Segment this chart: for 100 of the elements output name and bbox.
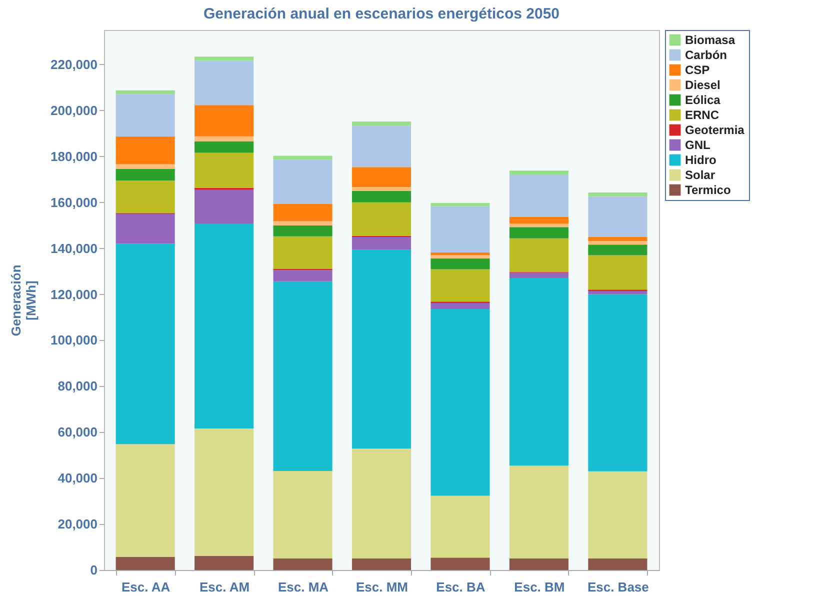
bar: [509, 217, 568, 224]
bar: [588, 558, 648, 570]
y-tick-label: 180,000: [50, 148, 98, 164]
bar: [194, 60, 254, 106]
legend-label: Biomasa: [685, 33, 736, 47]
bar: [509, 272, 568, 278]
bar: [116, 164, 175, 170]
bar: [194, 105, 254, 136]
bar: [430, 302, 490, 309]
bar: [509, 278, 568, 466]
bar: [273, 558, 332, 570]
bar: [194, 136, 254, 142]
bar: [273, 236, 332, 269]
x-tick-label: Esc. MM: [356, 580, 408, 594]
legend-label: Carbón: [685, 48, 727, 62]
bar: [273, 156, 332, 160]
bar: [116, 214, 175, 244]
y-tick-label: 160,000: [50, 194, 98, 210]
bar: [430, 206, 490, 252]
bar: [509, 227, 568, 238]
y-tick-label: 140,000: [50, 240, 98, 256]
bar: [194, 223, 254, 428]
x-tick-label: Esc. MA: [278, 580, 330, 594]
legend-label: ERNC: [685, 108, 720, 122]
bar: [116, 244, 175, 444]
bar: [588, 294, 648, 472]
bar: [509, 174, 568, 218]
x-tick-label: Esc. Base: [587, 580, 649, 594]
bar: [588, 291, 648, 294]
bar: [116, 169, 175, 181]
bar: [194, 556, 254, 570]
bar: [352, 126, 412, 168]
chart-title: Generación anual en escenarios energéticos 2050: [203, 6, 560, 22]
x-tick-label: Esc. AM: [200, 580, 250, 594]
bar: [194, 56, 254, 61]
y-tick-label: 100,000: [50, 332, 98, 348]
bar: [509, 223, 568, 228]
y-tick-label: 60,000: [58, 424, 98, 440]
bar: [352, 558, 412, 570]
bar: [116, 556, 175, 570]
legend-label: GNL: [685, 138, 710, 152]
bar: [430, 252, 490, 256]
bar: [588, 237, 648, 242]
bar: [116, 136, 175, 164]
bar: [116, 94, 175, 136]
bar: [430, 203, 490, 206]
bar: [352, 190, 412, 202]
legend-label: CSP: [685, 63, 710, 77]
bar: [273, 204, 332, 222]
y-tick-label: 80,000: [58, 378, 98, 394]
legend-label: Solar: [685, 168, 716, 182]
x-tick-label: Esc. BM: [514, 580, 565, 594]
bar: [116, 90, 175, 94]
bar: [352, 187, 412, 191]
bar: [273, 221, 332, 226]
legend-label: Hidro: [685, 153, 716, 167]
bar: [509, 170, 568, 175]
bar: [588, 196, 648, 238]
bar: [588, 192, 648, 196]
x-tick-label: Esc. BA: [436, 580, 486, 594]
bar: [352, 202, 412, 236]
bar: [352, 448, 412, 559]
bar: [352, 237, 412, 250]
bar: [194, 152, 254, 188]
y-axis-title: Generación [MWh]: [8, 264, 39, 336]
legend-label: Termico: [685, 183, 731, 197]
bar: [430, 496, 490, 558]
bar: [588, 241, 648, 245]
x-tick-label: Esc. AA: [122, 580, 171, 594]
legend-label: Geotermia: [685, 123, 745, 137]
bar: [588, 244, 648, 256]
bar: [430, 258, 490, 270]
bar: [352, 250, 412, 449]
legend-label: Diesel: [685, 78, 720, 92]
y-tick-label: 220,000: [50, 56, 98, 72]
y-tick-label: 40,000: [58, 470, 98, 486]
bar: [509, 558, 568, 570]
bar: [588, 255, 648, 290]
bar: [194, 141, 254, 153]
bar: [588, 471, 648, 559]
bar: [273, 226, 332, 236]
bar: [116, 444, 175, 557]
bar: [430, 255, 490, 258]
y-tick-label: 0: [90, 562, 98, 578]
bar: [430, 558, 490, 570]
bar: [509, 466, 568, 559]
bar: [430, 308, 490, 496]
bar: [352, 167, 412, 188]
bar: [116, 180, 175, 214]
bar: [194, 428, 254, 556]
bar: [273, 160, 332, 204]
bar: [273, 270, 332, 282]
bar: [430, 269, 490, 302]
bar: [273, 470, 332, 559]
y-tick-label: 20,000: [58, 516, 98, 532]
bar: [352, 121, 412, 126]
legend-label: Eólica: [685, 93, 721, 107]
bar: [194, 190, 254, 224]
y-tick-label: 200,000: [50, 102, 98, 118]
y-tick-label: 120,000: [50, 286, 98, 302]
